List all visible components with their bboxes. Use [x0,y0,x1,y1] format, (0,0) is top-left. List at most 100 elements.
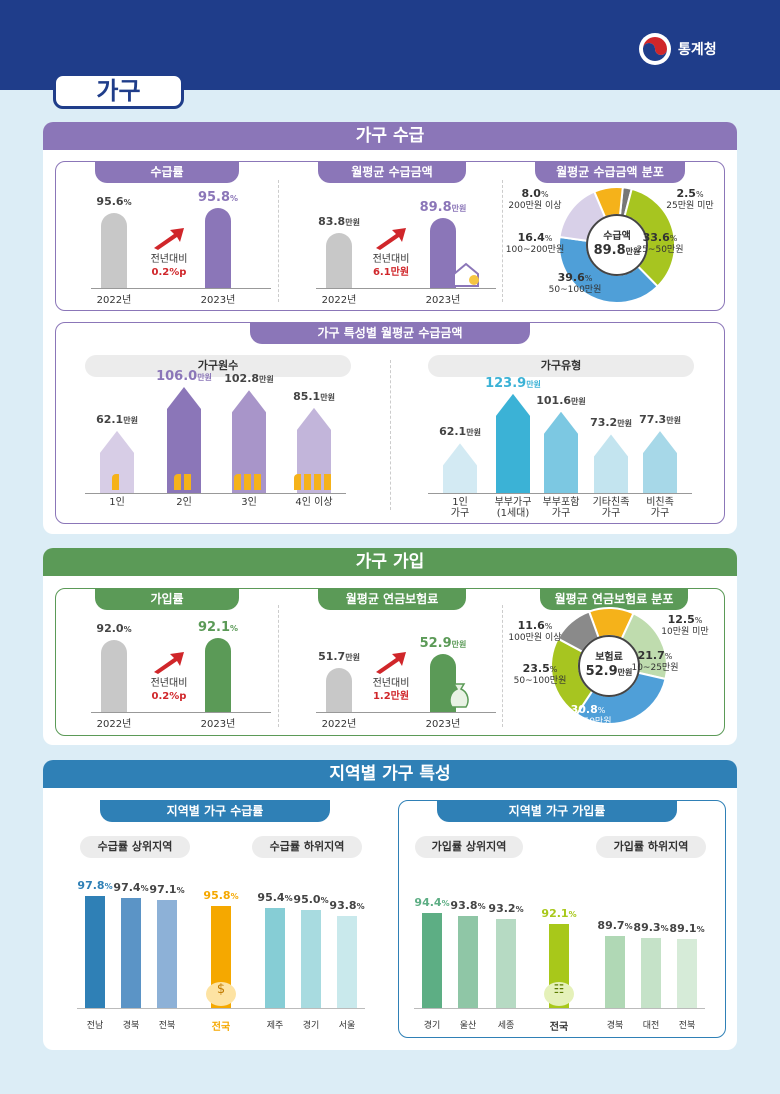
page-tab: 가구 [53,73,184,109]
data-label: 95.8% [185,190,251,205]
value-text: 수급액 [603,231,631,242]
slice-value: 33.6 [642,231,670,244]
value-text: 2022년 [96,719,132,730]
trend-up-icon [374,226,408,254]
value-text: 97.8 [77,879,105,893]
donut-chart [539,596,679,740]
section-title: 가구 가입 [43,548,737,576]
value-text: 51.7 [318,650,346,663]
yoy-change: 전년대비 0.2%p [144,253,194,279]
org-logo: 통계청 [638,32,717,66]
baseline [316,288,496,289]
value-text: 92.1 [197,620,231,635]
region-bar-4 [265,908,285,1008]
value-text: 95.6 [96,195,124,208]
x-label: 전남 [86,1021,104,1031]
unit: 만원 [625,247,641,256]
unit: 만원 [617,668,633,677]
x-label: 2022년 [309,291,369,306]
bar-x2023 [430,218,456,288]
x-label: 부부가구 (1세대) [494,497,532,519]
receipt-amount-title: 월평균 수급금액 [318,161,466,183]
data-label: 85.1만원 [293,389,335,403]
house-coin-icon [452,262,482,292]
data-label: 93.2% [488,901,524,915]
region-bar-1 [121,898,141,1008]
slice-category: 10~25만원 [631,663,679,673]
slice-value: 16.4 [517,231,545,244]
baseline [85,493,346,494]
house-bar-1 [496,393,530,493]
yoy-change: 전년대비 1.2만원 [366,677,416,703]
slice-value: 39.6 [557,271,585,284]
value-text: 2023년 [200,719,236,730]
value-text: 73.2 [590,416,618,430]
type-subtitle: 가구유형 [428,355,694,377]
data-label: 95.4% [257,891,293,905]
value-text: 83.8 [318,215,346,228]
unit: 만원 [451,640,467,649]
x-label: 경북 [122,1021,140,1031]
value-text: 89.8 [419,200,452,215]
coin-hand-icon: $ [206,982,236,1006]
value-text: 94.4 [414,895,442,909]
region-bar-1 [458,915,478,1008]
value-text: 보험료 [595,652,623,663]
taegeuk-icon [639,33,671,65]
data-label: 77.3만원 [639,413,681,427]
data-label: 93.8% [450,898,486,912]
region-bar-0 [422,912,442,1008]
person-icon [174,474,194,490]
value-text: 101.6 [536,393,572,407]
region-bar-6 [677,938,697,1008]
bar-x2022 [101,640,127,712]
slice-category: 50~100만원 [513,676,567,686]
data-label: 89.7% [597,918,633,932]
premium-dist-title: 월평균 연금보험료 분포 [540,588,688,610]
unit: % [123,625,132,634]
value-text: 62.1 [96,412,124,426]
value-text: 95.0 [293,893,321,906]
org-name: 통계청 [678,42,717,58]
baseline [414,1008,705,1009]
value-text: 전년대비 [150,254,188,265]
slice-label: 16.4% 100~200만원 [505,231,565,255]
yoy-change: 전년대비 6.1만원 [366,253,416,279]
baseline [91,712,271,713]
data-label: 89.1% [669,921,705,935]
trend-up-icon [374,650,408,678]
value-text: 2022년 [321,719,357,730]
premium-title: 월평균 연금보험료 [318,588,466,610]
baseline [316,712,496,713]
data-label: 52.9만원 [410,636,476,651]
yoy-change: 전년대비 0.2%p [144,677,194,703]
x-label: 비친족 가구 [646,497,674,519]
slice-label: 23.5% 50~100만원 [513,662,567,686]
unit: 만원 [345,218,360,227]
data-label: 92.1% [541,907,577,921]
value-text: 2023년 [425,295,461,306]
x-label: 서울 [338,1021,356,1031]
trend-up-icon [152,650,186,678]
value-text: 102.8 [224,372,260,386]
x-label: 3인 [241,497,257,508]
divider [502,605,503,727]
value-text: 85.1 [293,389,321,403]
data-label: 95.0% [293,893,329,906]
person-icon [112,474,122,490]
divider [502,180,503,302]
top-regions-label: 수급률 상위지역 [80,836,190,858]
x-label: 전북 [158,1021,176,1031]
x-label: 전국 [549,1022,569,1033]
value-text: 전년대비 [372,678,410,689]
slice-category: 200만원 이상 [508,201,562,211]
x-label: 2022년 [309,715,369,730]
baseline [428,493,692,494]
bar-x2022 [326,233,352,288]
value-text: 93.8 [450,898,478,912]
data-label: 92.0% [81,622,147,635]
region-receipt-title: 지역별 가구 수급률 [100,800,330,822]
person-icon [294,474,334,490]
data-label: 97.1% [149,882,185,896]
x-label: 1인 가구 [450,497,470,519]
